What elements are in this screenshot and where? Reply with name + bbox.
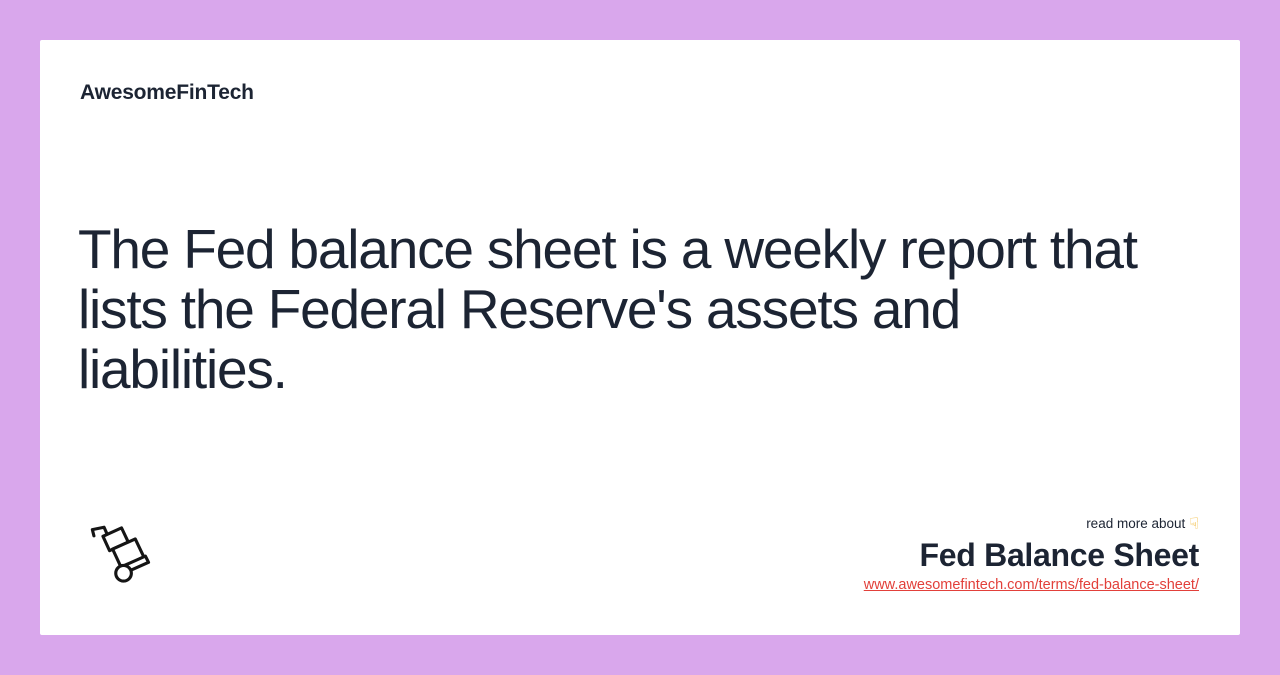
read-more-text: read more about ☟ (864, 515, 1199, 534)
hand-truck-icon (83, 513, 161, 593)
headline: The Fed balance sheet is a weekly report… (78, 218, 1138, 400)
headline-line: lists the Federal Reserve's assets and (78, 278, 961, 340)
term-title: Fed Balance Sheet (919, 537, 1200, 573)
brand-logo: AwesomeFinTech (80, 81, 254, 104)
read-more-label: read more about (1086, 516, 1186, 531)
point-down-icon: ☟ (1189, 516, 1199, 533)
headline-line: liabilities. (78, 338, 288, 400)
footer-right: read more about ☟ Fed Balance Sheet www.a… (863, 515, 1200, 595)
headline-line: The Fed balance sheet is a weekly report… (78, 218, 1138, 280)
term-link[interactable]: www.awesomefintech.com/terms/fed-balance… (863, 577, 1199, 593)
card: AwesomeFinTech The Fed balance sheet is … (40, 40, 1240, 635)
